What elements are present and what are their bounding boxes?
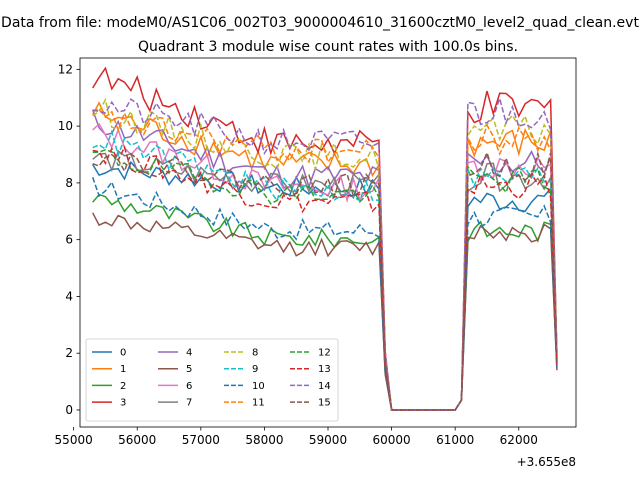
- series-line-14: [92, 95, 558, 411]
- legend-label-10: 10: [252, 381, 265, 392]
- y-tick-label: 6: [65, 233, 73, 247]
- x-tick-label: 56000: [118, 433, 156, 447]
- legend-label-15: 15: [318, 398, 331, 409]
- y-tick-label: 4: [65, 289, 73, 303]
- legend-label-5: 5: [186, 364, 192, 375]
- x-tick-label: 61000: [436, 433, 474, 447]
- legend-label-0: 0: [120, 348, 126, 359]
- legend-label-11: 11: [252, 398, 265, 409]
- chart-title: Quadrant 3 module wise count rates with …: [138, 39, 518, 55]
- x-axis: 55000 56000 57000 58000 59000 60000 61000 62000: [55, 427, 538, 447]
- x-offset-label: +3.655e8: [517, 455, 576, 469]
- series-line-1: [92, 101, 558, 411]
- x-tick-label: 57000: [182, 433, 220, 447]
- x-tick-label: 55000: [55, 433, 93, 447]
- series-line-10: [91, 177, 558, 411]
- series-line-12: [92, 149, 558, 411]
- x-tick-label: 62000: [500, 433, 538, 447]
- series-line-11: [92, 108, 558, 411]
- legend-label-7: 7: [186, 398, 192, 409]
- series-line-9: [92, 129, 558, 411]
- legend-label-4: 4: [186, 348, 192, 359]
- legend-label-3: 3: [120, 398, 126, 409]
- legend-label-2: 2: [120, 381, 126, 392]
- legend-label-9: 9: [252, 364, 258, 375]
- x-tick-label: 59000: [309, 433, 347, 447]
- y-axis: 0 2 4 6 8 10 12: [58, 62, 80, 417]
- y-tick-label: 2: [65, 346, 73, 360]
- legend-label-1: 1: [120, 364, 126, 375]
- chart-suptitle: Data from file: modeM0/AS1C06_002T03_900…: [1, 15, 639, 31]
- y-tick-label: 12: [58, 62, 73, 76]
- series-layer: [91, 66, 558, 411]
- series-line-13: [92, 145, 558, 411]
- y-tick-label: 8: [65, 176, 73, 190]
- y-tick-label: 0: [65, 403, 73, 417]
- legend-label-14: 14: [318, 381, 331, 392]
- y-tick-label: 10: [58, 119, 73, 133]
- legend-label-13: 13: [318, 364, 331, 375]
- x-tick-label: 58000: [245, 433, 283, 447]
- legend-label-8: 8: [252, 348, 258, 359]
- series-line-4: [91, 109, 558, 411]
- legend-label-6: 6: [186, 381, 192, 392]
- x-tick-label: 60000: [372, 433, 410, 447]
- legend-label-12: 12: [318, 348, 331, 359]
- legend-box: [85, 338, 339, 422]
- series-line-15: [92, 150, 558, 411]
- series-line-5: [92, 212, 558, 411]
- series-line-3: [92, 66, 558, 411]
